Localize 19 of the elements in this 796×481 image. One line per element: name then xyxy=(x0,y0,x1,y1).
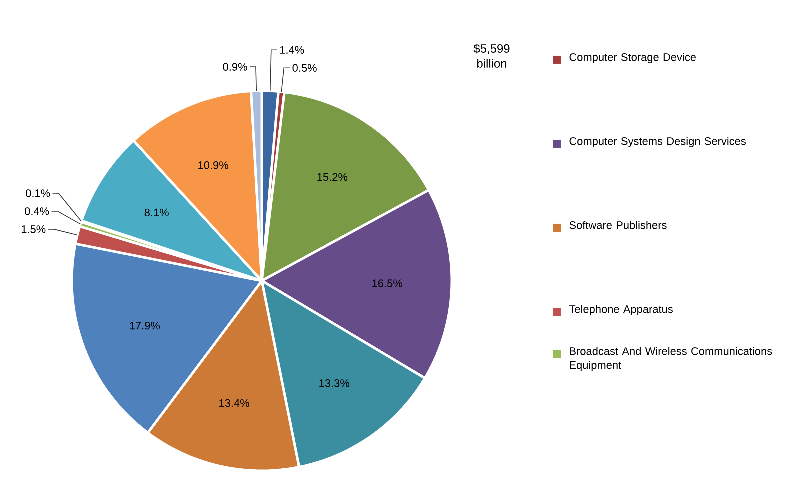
data-label: 0.4% xyxy=(24,208,50,216)
legend-label: Software Publishers xyxy=(570,221,667,230)
legend-label: Broadcast And Wireless Communications Equipment xyxy=(570,347,772,372)
text: $5,599 billion xyxy=(474,44,510,68)
data-label: 0.5% xyxy=(292,64,317,72)
data-label: 13.3% xyxy=(320,380,350,388)
legend-label: Computer Storage Device xyxy=(570,53,696,64)
data-label: 0.1% xyxy=(26,190,50,198)
data-label: 10.9% xyxy=(198,162,228,170)
data-label: 8.1% xyxy=(144,208,169,217)
data-label: 1.4% xyxy=(280,46,304,54)
data-label: 15.2% xyxy=(318,173,348,182)
data-label: 1.5% xyxy=(22,226,46,234)
data-label: 17.9% xyxy=(130,322,160,330)
data-label: 13.4% xyxy=(220,399,250,408)
legend-label: Computer Systems Design Services xyxy=(570,137,746,148)
legend-label: Telephone Apparatus xyxy=(569,305,673,316)
data-label: 16.5% xyxy=(372,280,403,288)
data-label: 0.9% xyxy=(223,63,248,71)
